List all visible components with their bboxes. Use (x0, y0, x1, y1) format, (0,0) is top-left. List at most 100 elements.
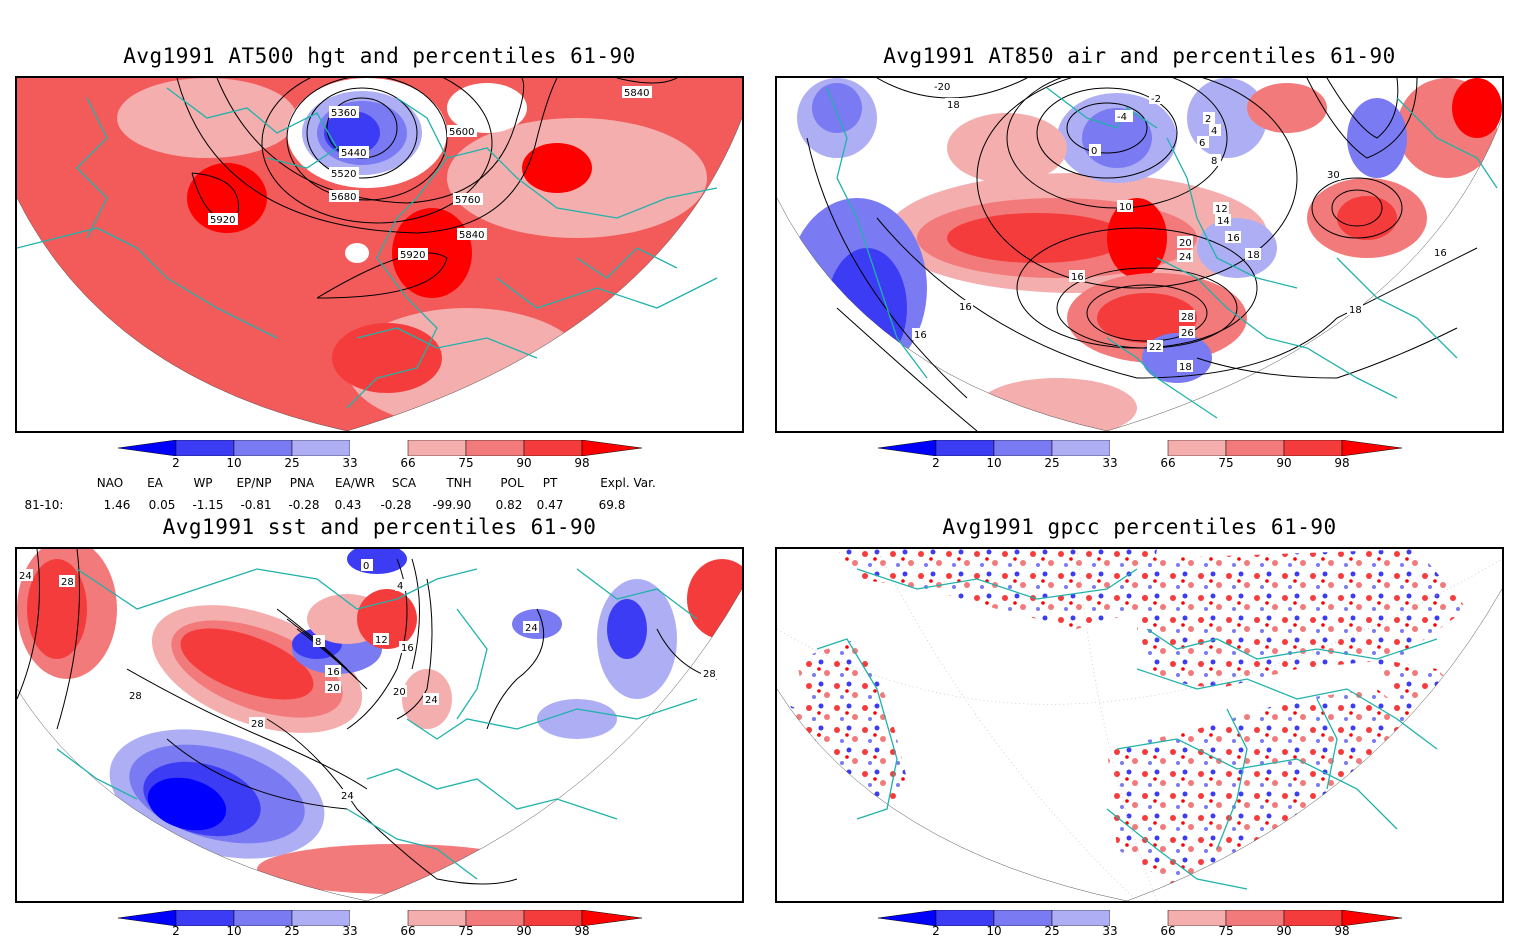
p3-contour-label: 28 (251, 719, 264, 730)
p2-contour-label: 16 (959, 302, 972, 313)
p2-contour-label: 14 (1217, 216, 1230, 227)
panel4-title: Avg1991 gpcc percentiles 61-90 (942, 515, 1337, 539)
cb-tick: 75 (1218, 924, 1234, 938)
p1-contour-label: 5360 (331, 108, 356, 119)
index-header: NAO (96, 476, 124, 490)
index-header: PT (542, 476, 558, 490)
p2-contour-label: 12 (1215, 204, 1228, 215)
p2-contour-label: 18 (1179, 362, 1192, 373)
p2-contour-label: 16 (1434, 248, 1447, 259)
index-header: Expl. Var. (600, 476, 656, 490)
p2-contour-label: 28 (1181, 312, 1194, 323)
p3-contour-label: 20 (327, 683, 340, 694)
p2-contour-label: -20 (934, 82, 950, 93)
index-value: 0.05 (148, 498, 176, 512)
cb-tick: 25 (1044, 924, 1060, 938)
cb-tick: 33 (1102, 924, 1118, 938)
p3-contour-label: 16 (327, 667, 340, 678)
indices-value-row: 81-10: 1.46 0.05 -1.15 -0.81 -0.28 0.43 … (0, 498, 760, 512)
p1-contour-label: 5840 (624, 88, 649, 99)
cb-tick: 2 (932, 456, 940, 470)
cb-tick: 25 (1044, 456, 1060, 470)
p3-contour-label: 28 (703, 669, 716, 680)
p1-contour-label: 5840 (459, 230, 484, 241)
cb-tick: 2 (932, 924, 940, 938)
index-value: 69.8 (598, 498, 626, 512)
index-header: POL (500, 476, 524, 490)
panel1-map: 5360 5440 5520 5600 5680 5760 5840 5920 … (15, 76, 744, 433)
cb-tick: 90 (1276, 456, 1292, 470)
cb-tick: 98 (1334, 924, 1350, 938)
p1-contour-label: 5760 (455, 195, 480, 206)
cb-tick: 66 (1160, 924, 1176, 938)
colorbar-top-right: 2 10 25 33 66 75 90 98 (877, 439, 1403, 470)
p2-contour-label: 26 (1181, 328, 1194, 339)
index-row-label: 81-10: (24, 498, 64, 512)
panel1-title: Avg1991 AT500 hgt and percentiles 61-90 (123, 44, 636, 68)
panel2-map: -20 18 -2 -4 0 2 4 6 8 10 12 14 16 18 20… (775, 76, 1504, 433)
cb-tick: 10 (986, 456, 1002, 470)
p2-contour-label: 2 (1205, 114, 1211, 125)
cb-tick: 33 (342, 456, 358, 470)
p2-contour-label: 18 (1349, 305, 1362, 316)
index-header: PNA (289, 476, 315, 490)
p1-contour-label: 5520 (331, 169, 356, 180)
p2-contour-label: 4 (1211, 126, 1217, 137)
index-header: SCA (391, 476, 417, 490)
cb-tick: 25 (284, 456, 300, 470)
indices-header-row: NAO EA WP EP/NP PNA EA/WR SCA TNH POL PT… (0, 476, 760, 490)
p2-contour-label: 22 (1149, 342, 1162, 353)
cb-tick: 10 (226, 924, 242, 938)
index-value: 0.47 (536, 498, 564, 512)
panel2-title: Avg1991 AT850 air and percentiles 61-90 (883, 44, 1396, 68)
p3-contour-label: 24 (525, 623, 538, 634)
colorbar-bottom-left: 2 10 25 33 66 75 90 98 (117, 909, 643, 940)
p3-contour-label: 24 (19, 571, 32, 582)
index-value: 0.43 (334, 498, 362, 512)
cb-tick: 10 (226, 456, 242, 470)
p1-contour-label: 5920 (210, 215, 235, 226)
p3-contour-label: 0 (363, 561, 369, 572)
cb-tick: 75 (1218, 456, 1234, 470)
p3-contour-label: 16 (401, 643, 414, 654)
cb-tick: 75 (458, 456, 474, 470)
cb-tick: 90 (516, 456, 532, 470)
p3-contour-label: 4 (397, 581, 403, 592)
index-value: -0.28 (288, 498, 320, 512)
p3-contour-label: 24 (425, 695, 438, 706)
cb-tick: 66 (400, 456, 416, 470)
p1-contour-label: 5920 (400, 250, 425, 261)
cb-tick: 33 (342, 924, 358, 938)
panel3-title: Avg1991 sst and percentiles 61-90 (162, 515, 597, 539)
cb-tick: 2 (172, 924, 180, 938)
p2-contour-label: 0 (1091, 146, 1097, 157)
p3-contour-label: 8 (315, 637, 321, 648)
p2-contour-label: 16 (1227, 233, 1240, 244)
cb-tick: 66 (1160, 456, 1176, 470)
cb-tick: 90 (1276, 924, 1292, 938)
p2-contour-label: 20 (1179, 238, 1192, 249)
panel4-map (775, 547, 1504, 903)
p2-contour-label: 10 (1119, 202, 1132, 213)
index-value: -0.81 (240, 498, 272, 512)
p2-contour-label: 16 (1071, 272, 1084, 283)
p1-contour-label: 5600 (449, 127, 474, 138)
cb-tick: 75 (458, 924, 474, 938)
index-value: -99.90 (432, 498, 472, 512)
index-header: EA (147, 476, 163, 490)
p2-contour-label: 18 (947, 100, 960, 111)
cb-tick: 98 (574, 924, 590, 938)
p1-contour-label: 5440 (341, 148, 366, 159)
index-value: -1.15 (192, 498, 224, 512)
cb-tick: 10 (986, 924, 1002, 938)
cb-tick: 98 (574, 456, 590, 470)
p3-contour-label: 24 (341, 791, 354, 802)
index-header: WP (193, 476, 213, 490)
p2-contour-label: 16 (914, 330, 927, 341)
cb-tick: 90 (516, 924, 532, 938)
cb-tick: 2 (172, 456, 180, 470)
index-header: TNH (446, 476, 472, 490)
p2-contour-label: 30 (1327, 170, 1340, 181)
p2-contour-label: 6 (1199, 138, 1205, 149)
p2-contour-label: 24 (1179, 252, 1192, 263)
